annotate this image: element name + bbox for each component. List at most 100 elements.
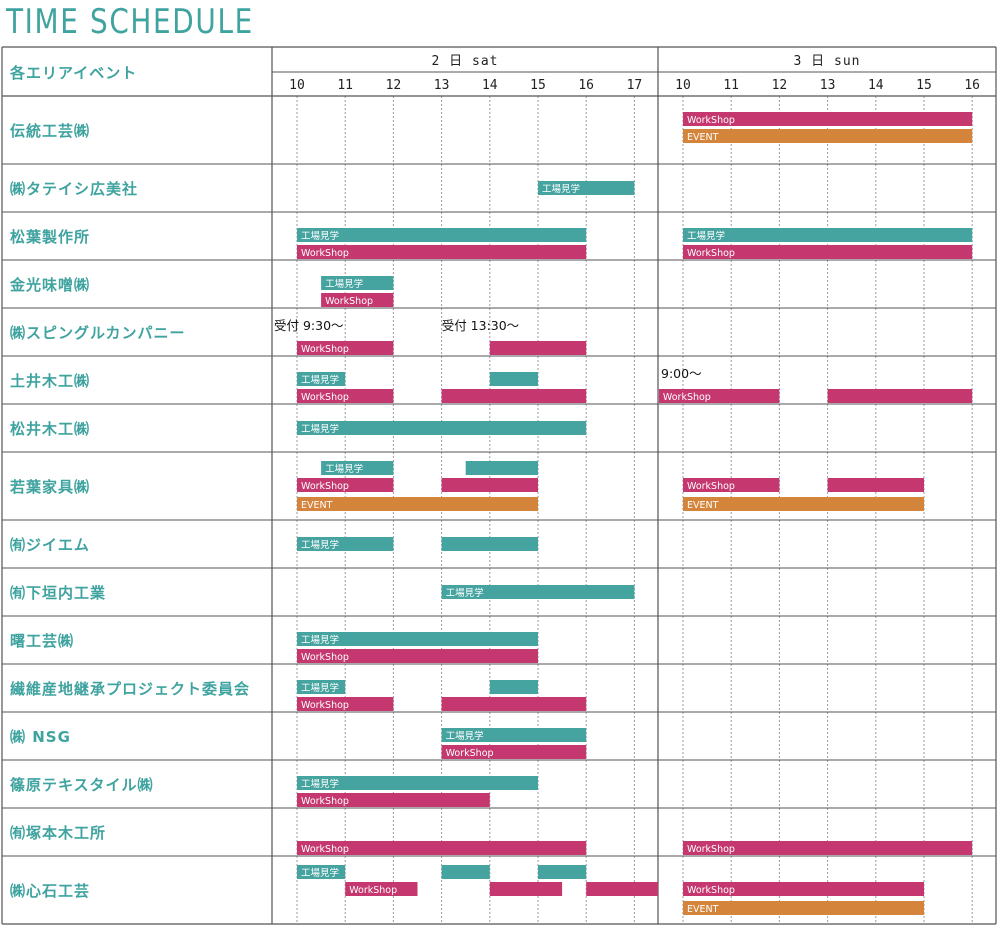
hour-tick-label: 11 bbox=[723, 78, 739, 93]
workshop-bar bbox=[827, 389, 973, 403]
area-name: ㈲ジイエム bbox=[10, 536, 90, 554]
area-name: 若葉家具㈱ bbox=[9, 478, 90, 496]
bar-label: WorkShop bbox=[301, 796, 349, 807]
bar-label: WorkShop bbox=[325, 296, 373, 307]
hour-tick-label: 14 bbox=[868, 78, 884, 93]
event-bar bbox=[297, 497, 538, 511]
workshop-bar bbox=[683, 478, 780, 492]
tour-bar bbox=[465, 461, 538, 475]
hour-tick-label: 13 bbox=[820, 78, 836, 93]
area-name: 篠原テキスタイル㈱ bbox=[10, 776, 154, 794]
hour-tick-label: 15 bbox=[916, 78, 932, 93]
tour-bar bbox=[321, 461, 394, 475]
area-name: ㈲塚本木工所 bbox=[10, 824, 106, 842]
workshop-bar bbox=[827, 478, 924, 492]
reception-time-note: 受付 9:30〜 bbox=[274, 318, 344, 333]
bar-label: 工場見学 bbox=[301, 374, 339, 386]
workshop-bar bbox=[297, 841, 587, 855]
bar-label: 工場見学 bbox=[325, 463, 363, 475]
workshop-bar bbox=[489, 341, 587, 355]
event-bar bbox=[683, 129, 973, 143]
bar-label: WorkShop bbox=[663, 392, 711, 403]
area-name: ㈱タテイシ広美社 bbox=[10, 180, 138, 198]
bar-label: 工場見学 bbox=[301, 682, 339, 694]
tour-bar bbox=[297, 537, 394, 551]
area-name: ㈱ NSG bbox=[10, 728, 71, 746]
area-name: ㈱心石工芸 bbox=[10, 882, 90, 900]
tour-bar bbox=[489, 372, 538, 386]
hour-tick-label: 15 bbox=[530, 78, 546, 93]
bar-label: 工場見学 bbox=[542, 183, 580, 195]
workshop-bar bbox=[297, 697, 394, 711]
tour-bar bbox=[489, 680, 538, 694]
area-name: ㈱スピングルカンパニー bbox=[10, 324, 186, 342]
bar-label: WorkShop bbox=[301, 392, 349, 403]
bar-label: 工場見学 bbox=[301, 867, 339, 879]
day-header-label: 2 日 sat bbox=[432, 54, 499, 69]
area-name: 曙工芸㈱ bbox=[10, 632, 74, 650]
bar-label: WorkShop bbox=[687, 248, 735, 259]
workshop-bar bbox=[683, 112, 973, 126]
page-title: TIME SCHEDULE bbox=[6, 2, 254, 42]
tour-bar bbox=[321, 276, 394, 290]
bar-label: EVENT bbox=[687, 132, 719, 143]
bar-label: WorkShop bbox=[301, 844, 349, 855]
hour-tick-label: 17 bbox=[627, 78, 643, 93]
bar-label: 工場見学 bbox=[446, 730, 484, 742]
bar-label: EVENT bbox=[687, 904, 719, 915]
workshop-bar bbox=[441, 697, 587, 711]
area-name: 松葉製作所 bbox=[10, 228, 90, 246]
workshop-bar bbox=[683, 245, 973, 259]
bar-label: WorkShop bbox=[301, 652, 349, 663]
bar-label: 工場見学 bbox=[687, 230, 725, 242]
tour-bar bbox=[297, 776, 538, 790]
area-name: 松井木工㈱ bbox=[10, 420, 90, 438]
reception-time-note: 受付 13:30〜 bbox=[442, 318, 520, 333]
bar-label: WorkShop bbox=[687, 885, 735, 896]
bar-label: WorkShop bbox=[446, 748, 494, 759]
hour-tick-label: 12 bbox=[386, 78, 402, 93]
hour-tick-label: 10 bbox=[289, 78, 305, 93]
workshop-bar bbox=[297, 793, 490, 807]
workshop-bar bbox=[441, 389, 587, 403]
tour-bar bbox=[297, 865, 346, 879]
bar-label: WorkShop bbox=[301, 700, 349, 711]
tour-bar bbox=[538, 181, 635, 195]
bar-label: WorkShop bbox=[301, 344, 349, 355]
workshop-bar bbox=[683, 841, 973, 855]
tour-bar bbox=[297, 421, 587, 435]
workshop-bar bbox=[683, 882, 924, 896]
bar-label: WorkShop bbox=[301, 248, 349, 259]
area-name: 繊維産地継承プロジェクト委員会 bbox=[10, 680, 250, 698]
reception-time-note: 9:00〜 bbox=[661, 366, 702, 381]
workshop-bar bbox=[441, 478, 538, 492]
hour-tick-label: 16 bbox=[578, 78, 594, 93]
hour-tick-label: 13 bbox=[434, 78, 450, 93]
workshop-bar bbox=[297, 245, 587, 259]
bar-label: 工場見学 bbox=[301, 230, 339, 242]
workshop-bar bbox=[297, 478, 394, 492]
workshop-bar bbox=[658, 389, 780, 403]
tour-bar bbox=[441, 865, 490, 879]
workshop-bar bbox=[441, 745, 587, 759]
column-header-label: 各エリアイベント bbox=[9, 64, 137, 82]
hour-tick-label: 10 bbox=[675, 78, 691, 93]
bar-label: WorkShop bbox=[687, 844, 735, 855]
workshop-bar bbox=[345, 882, 418, 896]
bar-label: 工場見学 bbox=[301, 778, 339, 790]
tour-bar bbox=[297, 632, 538, 646]
area-name: 伝統工芸㈱ bbox=[10, 122, 90, 140]
event-bar bbox=[683, 901, 924, 915]
workshop-bar bbox=[321, 293, 394, 307]
hour-tick-label: 12 bbox=[772, 78, 788, 93]
bar-label: EVENT bbox=[687, 500, 719, 511]
workshop-bar bbox=[586, 882, 658, 896]
bar-label: WorkShop bbox=[687, 481, 735, 492]
bar-label: WorkShop bbox=[349, 885, 397, 896]
area-name: 金光味噌㈱ bbox=[9, 276, 90, 294]
hour-tick-label: 11 bbox=[337, 78, 353, 93]
bar-label: EVENT bbox=[301, 500, 333, 511]
tour-bar bbox=[683, 228, 973, 242]
workshop-bar bbox=[489, 882, 563, 896]
tour-bar bbox=[441, 585, 635, 599]
